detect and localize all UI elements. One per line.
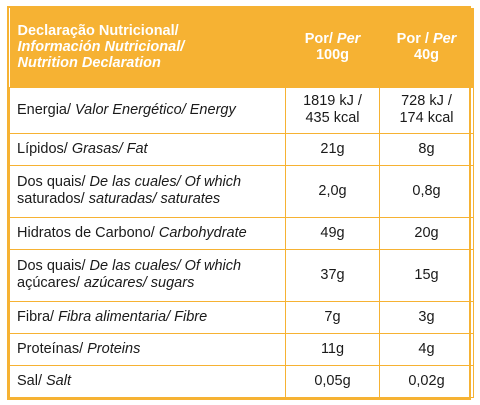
row-label-fat: Lípidos/ Grasas/ Fat [9, 132, 286, 166]
header-label-pt: Declaração Nutricional/ [17, 23, 179, 40]
value-100g-sugars: 37g [285, 248, 380, 302]
nutrition-table: Declaração Nutricional/ Información Nutr… [9, 8, 474, 399]
nutrition-table-frame: Declaração Nutricional/ Información Nutr… [7, 6, 474, 400]
header-per-40g-cell: Por / Per 40g [379, 8, 474, 88]
table-row-carbohydrate: Hidratos de Carbono/ Carbohydrate 49g 20… [9, 216, 474, 250]
table-row-saturates: Dos quais/ De las cuales/ Of which satur… [9, 164, 474, 218]
table-row-fat: Lípidos/ Grasas/ Fat 21g 8g [9, 132, 474, 166]
row-label-salt: Sal/ Salt [9, 364, 286, 399]
header-100g: 100g [315, 47, 350, 64]
row-label-proteins: Proteínas/ Proteins [9, 332, 286, 366]
table-header-row: Declaração Nutricional/ Información Nutr… [9, 8, 474, 88]
value-40g-saturates: 0,8g [379, 164, 474, 218]
header-label-en: Nutrition Declaration [17, 55, 161, 72]
value-100g-saturates: 2,0g [285, 164, 380, 218]
table-row-energy: Energia/ Valor Energético/ Energy 1819 k… [9, 86, 474, 134]
value-40g-salt: 0,02g [379, 364, 474, 399]
value-40g-fat: 8g [379, 132, 474, 166]
header-per-40g-title: Por / Per [380, 31, 474, 47]
header-per-100g-cell: Por/ Per 100g [285, 8, 380, 88]
value-100g-proteins: 11g [285, 332, 380, 366]
row-label-sugars: Dos quais/ De las cuales/ Of which açúca… [9, 248, 286, 302]
table-row-sugars: Dos quais/ De las cuales/ Of which açúca… [9, 248, 474, 302]
table-row-proteins: Proteínas/ Proteins 11g 4g [9, 332, 474, 366]
header-label-cell: Declaração Nutricional/ Información Nutr… [9, 8, 286, 88]
value-40g-proteins: 4g [379, 332, 474, 366]
row-label-fibre: Fibra/ Fibra alimentaria/ Fibre [9, 300, 286, 334]
header-40g: 40g [414, 47, 439, 64]
row-label-carbohydrate: Hidratos de Carbono/ Carbohydrate [9, 216, 286, 250]
value-100g-carbohydrate: 49g [285, 216, 380, 250]
value-40g-carbohydrate: 20g [379, 216, 474, 250]
value-100g-fat: 21g [285, 132, 380, 166]
value-40g-fibre: 3g [379, 300, 474, 334]
header-por-40g: Por / [396, 31, 433, 48]
header-per-100g-en: Per [336, 31, 361, 48]
value-40g-sugars: 15g [379, 248, 474, 302]
header-por-100g: Por/ [304, 31, 337, 48]
header-per-40g-en: Per [432, 31, 457, 48]
header-per-100g-title: Por/ Per [286, 31, 380, 47]
header-label-es: Información Nutricional/ [17, 39, 185, 56]
value-100g-fibre: 7g [285, 300, 380, 334]
value-40g-energy: 728 kJ / 174 kcal [379, 86, 474, 134]
value-100g-salt: 0,05g [285, 364, 380, 399]
row-label-energy: Energia/ Valor Energético/ Energy [9, 86, 286, 134]
row-label-saturates: Dos quais/ De las cuales/ Of which satur… [9, 164, 286, 218]
table-row-salt: Sal/ Salt 0,05g 0,02g [9, 364, 474, 399]
table-row-fibre: Fibra/ Fibra alimentaria/ Fibre 7g 3g [9, 300, 474, 334]
value-100g-energy: 1819 kJ / 435 kcal [285, 86, 380, 134]
